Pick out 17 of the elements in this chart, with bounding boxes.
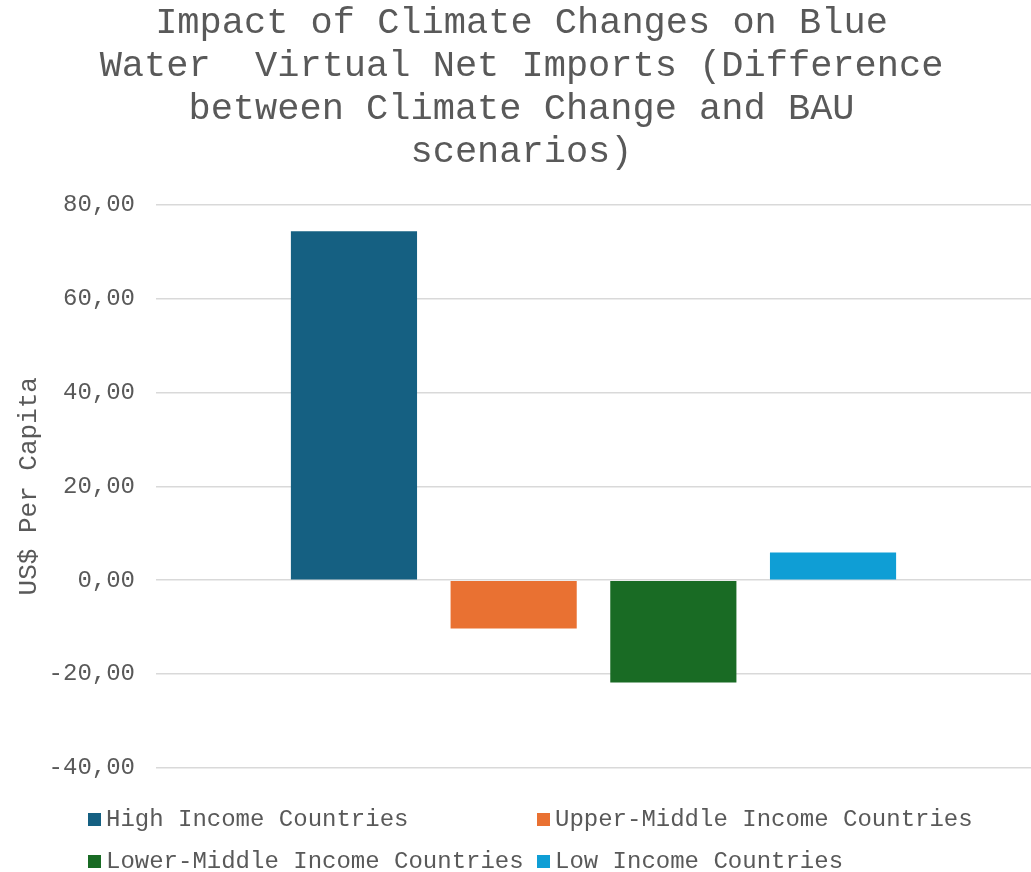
y-tick-label: 60,00 [62, 284, 135, 312]
legend-label: High Income Countries [106, 805, 409, 833]
bar [769, 552, 897, 580]
bar [610, 580, 737, 683]
legend-label: Upper-Middle Income Countries [555, 805, 973, 833]
bar [450, 580, 577, 629]
y-axis-title: US$ Per Capita [14, 377, 45, 596]
legend-label: Lower-Middle Income Countries [106, 847, 524, 872]
y-tick-label: -40,00 [48, 754, 135, 782]
legend-label: Low Income Countries [555, 847, 844, 872]
y-tick-label: 80,00 [62, 190, 135, 218]
chart-title: Impact of Climate Changes on Blue Water Virtual Net Imports (Difference between Climate Change and BAU scenarios) [98, 2, 945, 174]
y-tick-label: 40,00 [62, 378, 135, 406]
bar [290, 231, 418, 580]
y-tick-label: 20,00 [62, 472, 135, 500]
y-tick-label: 0,00 [77, 566, 135, 594]
y-tick-label: -20,00 [48, 660, 135, 688]
